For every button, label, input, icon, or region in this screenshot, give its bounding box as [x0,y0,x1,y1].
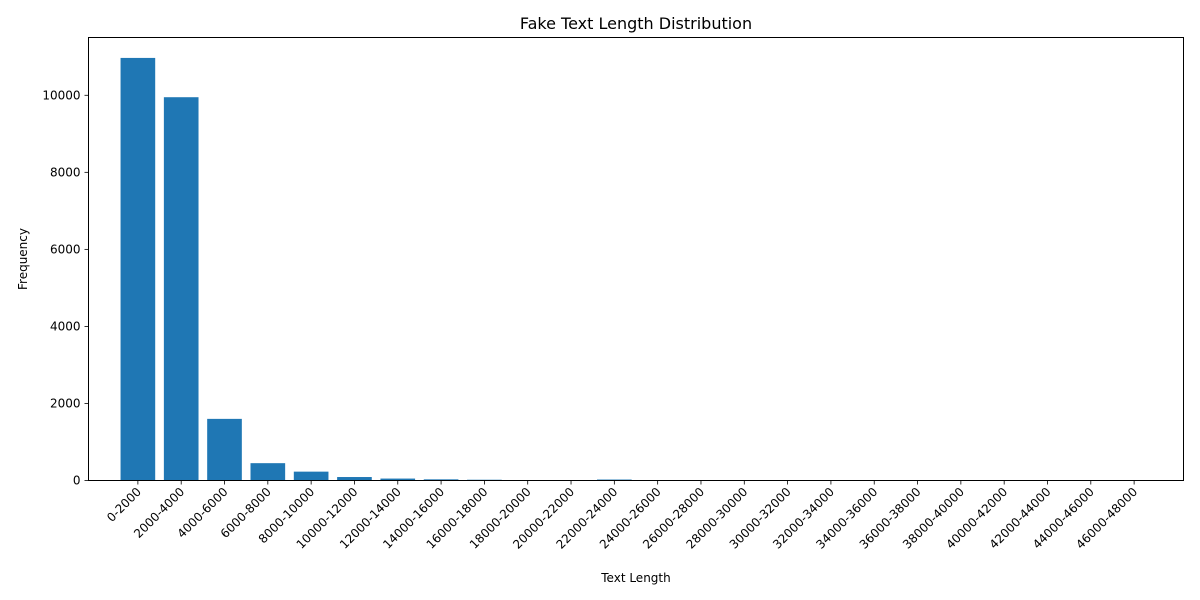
bars-layer [120,57,1152,481]
x-axis-label: Text Length [600,571,670,585]
chart-title: Fake Text Length Distribution [520,14,752,33]
bar-12000-14000 [380,478,416,481]
ticks-layer: 0-20002000-40004000-60006000-80008000-10… [42,88,1140,551]
bar-0-2000 [120,57,156,481]
plot-frame [88,37,1184,481]
y-tick-label: 2000 [50,396,81,410]
bar-8000-10000 [293,471,329,481]
y-tick-label: 6000 [50,242,81,256]
bar-2000-4000 [163,97,199,481]
y-tick-label: 10000 [42,88,80,102]
bar-14000-16000 [423,479,459,481]
bar-10000-12000 [337,477,372,481]
y-tick-label: 0 [73,474,81,488]
bar-4000-6000 [207,418,242,481]
y-tick-label: 8000 [50,165,81,179]
x-tick-label: 0-2000 [104,485,144,525]
y-tick-label: 4000 [50,319,81,333]
y-axis-label: Frequency [16,228,30,290]
bar-6000-8000 [250,463,286,481]
